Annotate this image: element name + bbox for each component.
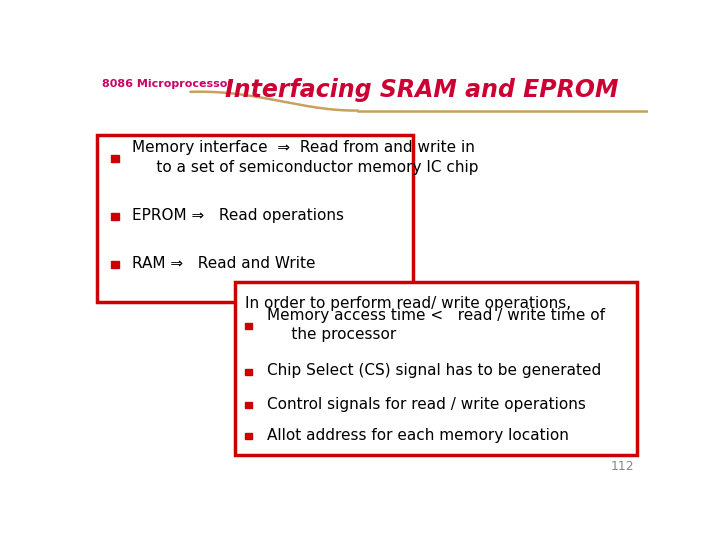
Bar bbox=[111, 261, 120, 268]
Text: 8086 Microprocessor: 8086 Microprocessor bbox=[102, 79, 233, 89]
Bar bbox=[97, 136, 413, 302]
Bar bbox=[245, 402, 252, 408]
Bar bbox=[111, 213, 120, 220]
Bar bbox=[245, 369, 252, 375]
Text: Memory access time <   read / write time of
     the processor: Memory access time < read / write time o… bbox=[267, 308, 606, 342]
Text: EPROM ⇒   Read operations: EPROM ⇒ Read operations bbox=[132, 208, 344, 223]
Text: Memory interface  ⇒  Read from and write in
     to a set of semiconductor memor: Memory interface ⇒ Read from and write i… bbox=[132, 140, 478, 175]
Text: RAM ⇒   Read and Write: RAM ⇒ Read and Write bbox=[132, 256, 315, 271]
Text: 112: 112 bbox=[611, 460, 634, 473]
Text: Chip Select (CS) signal has to be generated: Chip Select (CS) signal has to be genera… bbox=[267, 363, 602, 379]
Text: Interfacing SRAM and EPROM: Interfacing SRAM and EPROM bbox=[225, 78, 618, 102]
Bar bbox=[245, 433, 252, 440]
Bar bbox=[111, 155, 120, 161]
Text: Control signals for read / write operations: Control signals for read / write operati… bbox=[267, 396, 586, 411]
Text: Allot address for each memory location: Allot address for each memory location bbox=[267, 428, 570, 443]
Bar bbox=[245, 323, 252, 329]
Bar bbox=[235, 282, 637, 455]
Text: In order to perform read/ write operations,: In order to perform read/ write operatio… bbox=[245, 296, 571, 312]
